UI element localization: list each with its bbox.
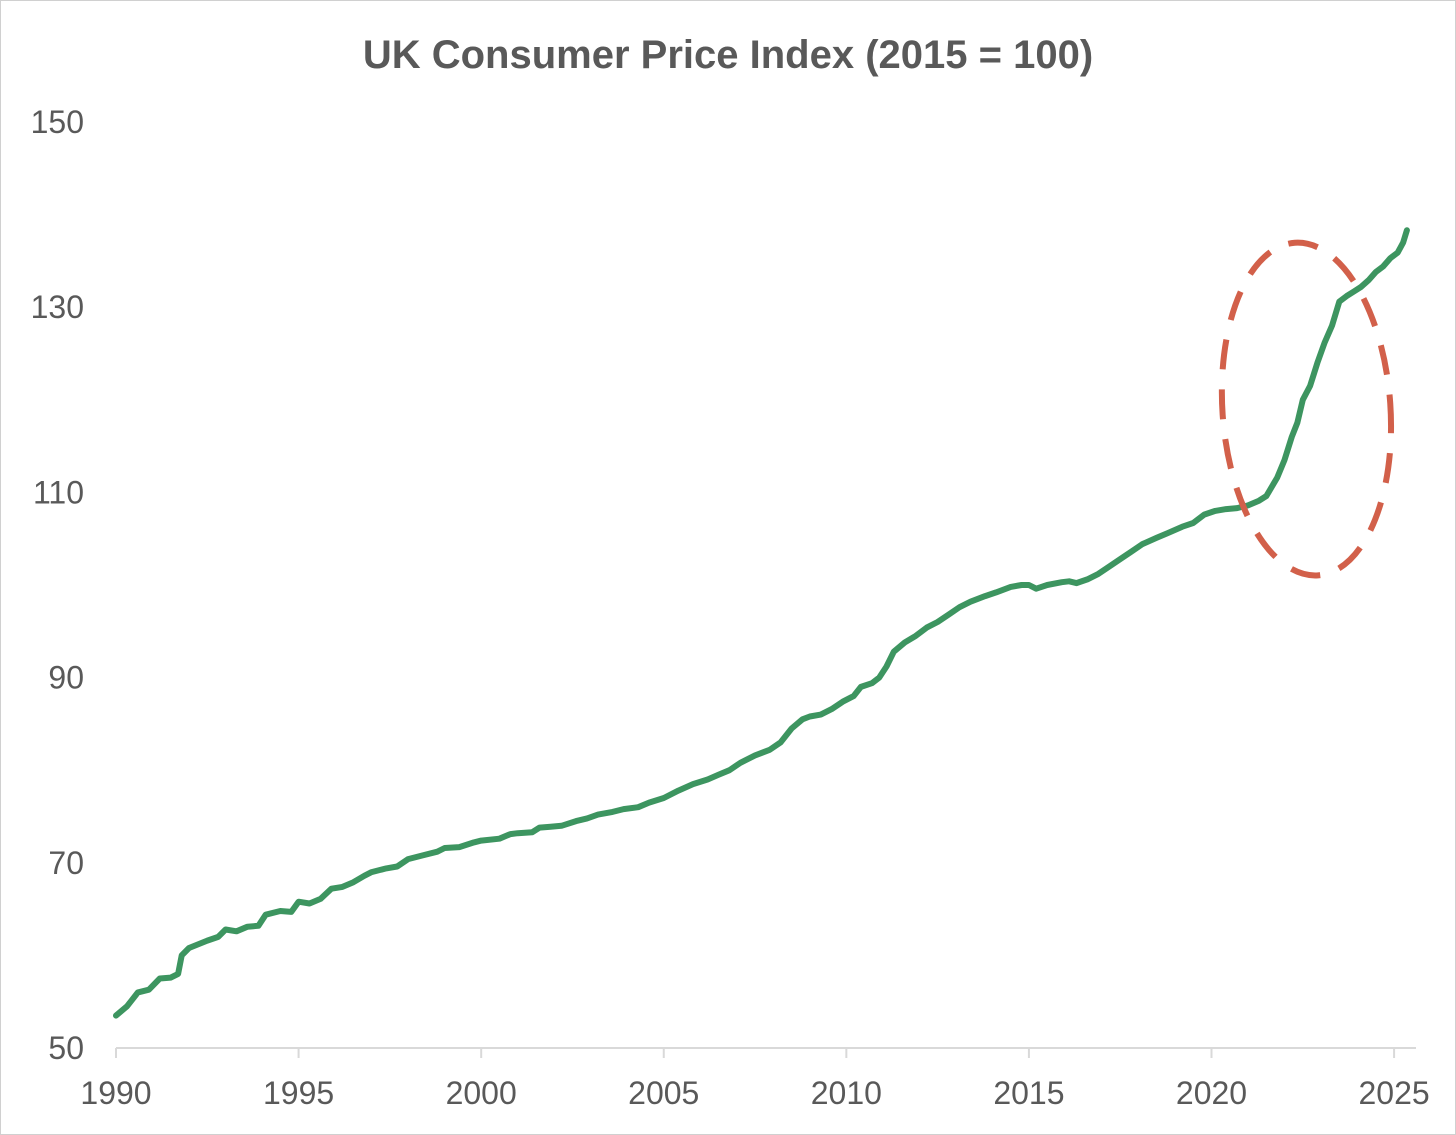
x-tick-label: 2005 [628,1075,699,1111]
y-tick-label: 130 [31,289,84,325]
cpi-series-line [113,227,1410,1019]
x-tick-label: 2025 [1358,1075,1429,1111]
x-tick-label: 2000 [446,1075,517,1111]
x-tick-label: 1995 [263,1075,334,1111]
y-tick-label: 90 [48,660,84,696]
y-tick-label: 150 [31,104,84,140]
annotation-layer [1218,239,1395,579]
highlight-dashed-ellipse [1218,239,1395,579]
x-axis [115,1047,1416,1058]
y-tick-label: 110 [33,474,84,510]
y-axis-tick-labels: 50 70 90 110 130 150 [31,104,84,1066]
x-tick-label: 1990 [80,1075,151,1111]
series-layer [113,227,1410,1019]
chart-title: UK Consumer Price Index (2015 = 100) [363,33,1093,77]
y-tick-label: 50 [48,1030,84,1066]
y-tick-label: 70 [48,845,84,881]
x-tick-label: 2015 [993,1075,1064,1111]
x-tick-label: 2020 [1176,1075,1247,1111]
x-axis-tick-labels: 1990 1995 2000 2005 2010 2015 2020 2025 [80,1075,1429,1111]
x-tick-label: 2010 [811,1075,882,1111]
